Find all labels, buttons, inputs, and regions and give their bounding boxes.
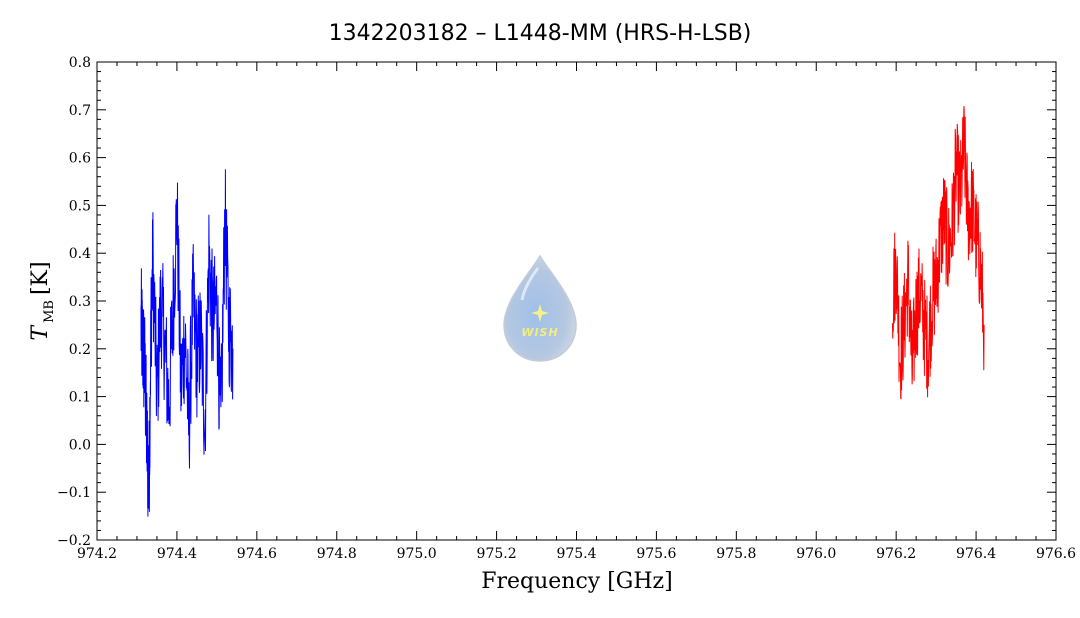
- y-axis-ticks: −0.2 −0.1 0.0 0.1 0.2 0.3 0.4 0.5 0.6 0.7 0.8: [57, 55, 1056, 549]
- logo-text: WISH: [521, 326, 558, 339]
- y-axis-label-symbol: T: [28, 324, 53, 341]
- series-blue-line: [140, 169, 234, 517]
- star-icon: [531, 304, 549, 322]
- y-tick-label: −0.1: [57, 485, 91, 501]
- y-tick-label: 0.5: [69, 198, 91, 214]
- y-tick-label: 0.0: [69, 437, 91, 453]
- series-red-line: [891, 106, 985, 400]
- y-tick-label: 0.1: [69, 390, 91, 406]
- x-tick-label: 974.8: [317, 546, 357, 562]
- x-tick-label: 976.4: [956, 546, 996, 562]
- series-layer: [140, 106, 985, 517]
- y-tick-label: 0.8: [69, 55, 91, 71]
- svg-text:TMB[K]: TMB [K]: [28, 261, 57, 340]
- x-axis-label: Frequency [GHz]: [481, 569, 673, 594]
- y-axis-label-group: TMB [K]: [28, 261, 57, 340]
- plot-frame: [96, 61, 1057, 541]
- y-tick-label: −0.2: [57, 533, 91, 549]
- x-tick-label: 976.6: [1036, 546, 1076, 562]
- y-axis-label-unit: [K]: [28, 261, 53, 295]
- x-axis-ticks: 974.2 974.4 974.6 974.8 975.0 975.2 975.4 975.6…: [77, 62, 1076, 562]
- x-tick-label: 974.6: [237, 546, 277, 562]
- x-tick-label: 976.2: [876, 546, 916, 562]
- x-tick-label: 975.2: [477, 546, 517, 562]
- chart-title: 1342203182 – L1448-MM (HRS-H-LSB): [329, 21, 752, 46]
- x-tick-label: 976.0: [796, 546, 836, 562]
- x-tick-label: 975.8: [716, 546, 756, 562]
- y-tick-label: 0.7: [69, 103, 91, 119]
- x-tick-label: 975.6: [636, 546, 676, 562]
- x-tick-label: 974.4: [157, 546, 197, 562]
- wish-logo: WISH: [503, 254, 577, 362]
- y-tick-label: 0.2: [69, 342, 91, 358]
- y-tick-label: 0.4: [69, 246, 91, 262]
- y-axis-label-subscript: MB: [42, 300, 57, 323]
- y-tick-label: 0.6: [69, 151, 91, 167]
- x-tick-label: 975.0: [397, 546, 437, 562]
- x-tick-label: 975.4: [556, 546, 596, 562]
- x-tick-label: 974.2: [77, 546, 117, 562]
- y-tick-label: 0.3: [69, 294, 91, 310]
